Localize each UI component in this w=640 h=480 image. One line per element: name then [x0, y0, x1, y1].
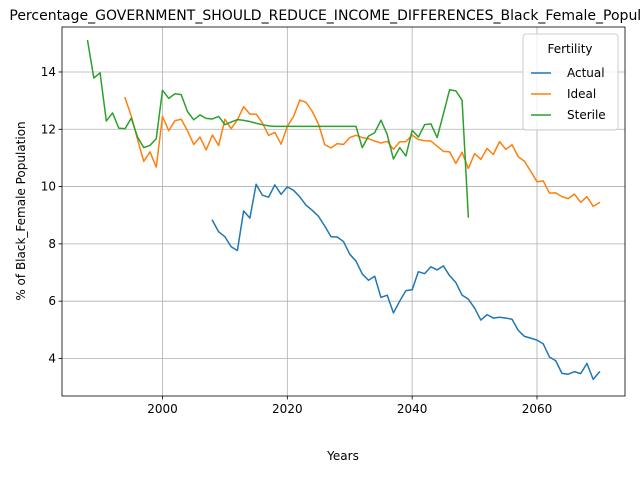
series-line-ideal — [124, 96, 601, 208]
series-lines — [86, 39, 601, 381]
x-axis-ticks: 2000 2020 2040 2060 — [147, 396, 552, 416]
legend-label-actual: Actual — [567, 66, 605, 80]
x-axis-label: Years — [326, 449, 359, 463]
y-tick-label: 14 — [41, 65, 56, 79]
series-line-sterile — [86, 39, 470, 218]
y-axis-label: % of Black_Female Population — [14, 121, 28, 300]
y-tick-label: 4 — [48, 351, 56, 365]
legend-label-ideal: Ideal — [567, 87, 596, 101]
x-tick-label: 2020 — [272, 402, 303, 416]
y-axis-ticks: 4 6 8 10 12 14 — [41, 65, 62, 365]
legend-label-sterile: Sterile — [567, 108, 606, 122]
y-tick-label: 8 — [48, 237, 56, 251]
y-tick-label: 12 — [41, 122, 56, 136]
legend-box — [522, 33, 619, 131]
x-tick-label: 2040 — [397, 402, 428, 416]
y-tick-label: 10 — [41, 180, 56, 194]
x-tick-label: 2000 — [147, 402, 178, 416]
x-tick-label: 2060 — [522, 402, 553, 416]
y-tick-label: 6 — [48, 294, 56, 308]
chart-title: Percentage_GOVERNMENT_SHOULD_REDUCE_INCO… — [9, 8, 640, 24]
legend-title: Fertility — [547, 42, 592, 56]
plot-frame — [61, 26, 626, 397]
legend: Fertility Actual Ideal Sterile — [522, 33, 619, 131]
series-line-actual — [211, 183, 601, 381]
